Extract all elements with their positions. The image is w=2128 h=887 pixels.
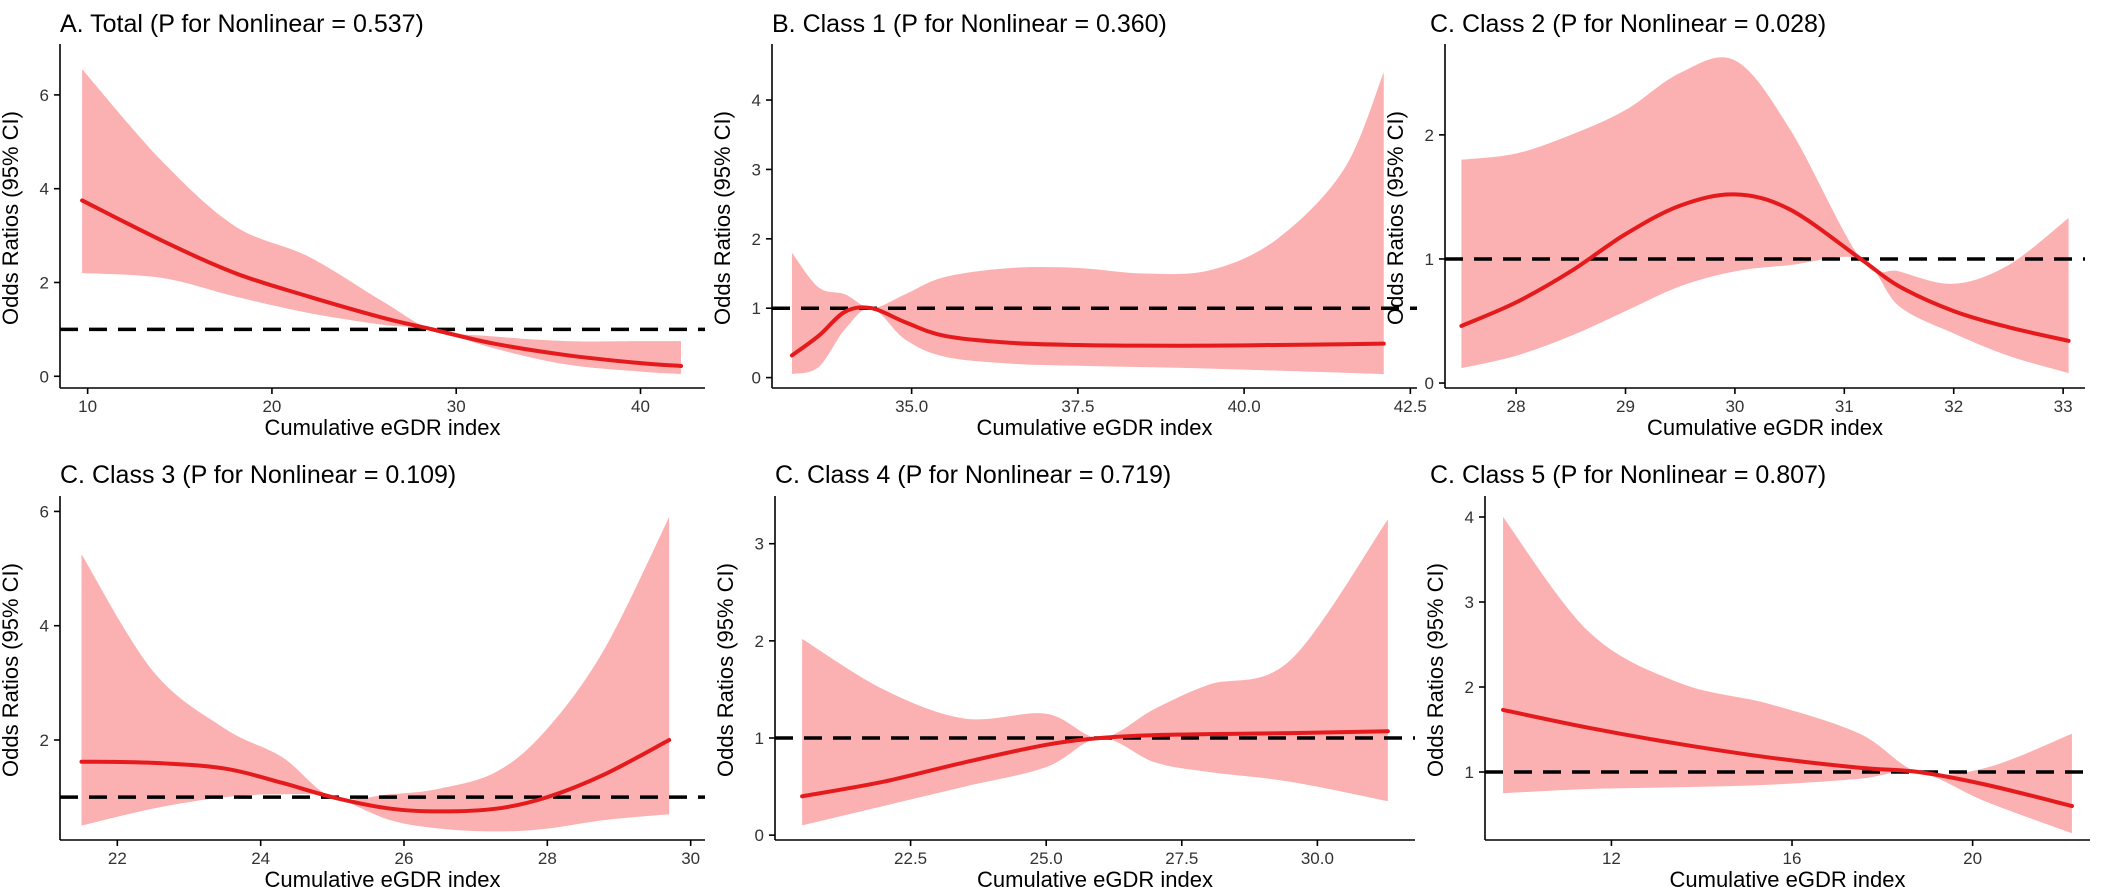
y-tick-label: 2 [755, 632, 764, 651]
x-tick-label: 16 [1783, 849, 1802, 868]
x-tick-label: 30 [681, 849, 700, 868]
y-tick-label: 2 [1465, 678, 1474, 697]
y-tick-label: 0 [40, 367, 49, 386]
x-tick-label: 28 [538, 849, 557, 868]
x-tick-label: 10 [78, 397, 97, 416]
x-tick-label: 20 [1963, 849, 1982, 868]
x-tick-label: 32 [1944, 397, 1963, 416]
x-tick-label: 30 [1725, 397, 1744, 416]
y-axis-label: Odds Ratios (95% CI) [1423, 563, 1448, 777]
odds-ratio-curve [789, 305, 1386, 358]
y-axis-label: Odds Ratios (95% CI) [0, 111, 23, 325]
y-tick-label: 3 [1465, 593, 1474, 612]
x-tick-label: 30 [447, 397, 466, 416]
ci-ribbon [1461, 57, 2069, 374]
y-tick-label: 1 [752, 299, 761, 318]
y-tick-label: 2 [1425, 126, 1434, 145]
ci-ribbon [81, 517, 670, 832]
x-axis-label: Cumulative eGDR index [977, 867, 1213, 887]
y-axis-label: Odds Ratios (95% CI) [713, 563, 738, 777]
odds-ratio-curve [1459, 192, 2071, 343]
panel-2: B. Class 1 (P for Nonlinear = 0.360) 35.0… [710, 10, 1427, 440]
y-tick-label: 2 [40, 731, 49, 750]
x-tick-label: 40.0 [1228, 397, 1261, 416]
x-tick-label: 40 [631, 397, 650, 416]
x-tick-label: 37.5 [1061, 397, 1094, 416]
y-tick-label: 2 [40, 273, 49, 292]
x-tick-label: 25.0 [1030, 849, 1063, 868]
y-tick-label: 0 [1425, 374, 1434, 393]
x-tick-label: 31 [1835, 397, 1854, 416]
x-axis-label: Cumulative eGDR index [1647, 415, 1883, 440]
panel-title: C. Class 2 (P for Nonlinear = 0.028) [1430, 10, 1826, 38]
x-tick-label: 20 [262, 397, 281, 416]
odds-ratio-curve [80, 198, 684, 368]
y-axis-label: Odds Ratios (95% CI) [710, 111, 735, 325]
y-tick-label: 1 [1465, 763, 1474, 782]
panel-4: C. Class 3 (P for Nonlinear = 0.109)22 24… [0, 461, 705, 887]
y-tick-label: 0 [752, 369, 761, 388]
y-tick-label: 4 [40, 180, 49, 199]
panel-title: B. Class 1 (P for Nonlinear = 0.360) [772, 10, 1167, 38]
panel-5: C. Class 4 (P for Nonlinear = 0.719) 22.5… [713, 461, 1415, 887]
odds-ratio-curve [79, 738, 672, 814]
ci-ribbon [802, 519, 1388, 826]
y-axis-label: Odds Ratios (95% CI) [1383, 111, 1408, 325]
panel-1: A. Total (P for Nonlinear = 0.537)10 20 30… [0, 10, 705, 440]
x-tick-label: 28 [1507, 397, 1526, 416]
x-tick-label: 29 [1616, 397, 1635, 416]
y-tick-label: 6 [40, 502, 49, 521]
panel-title: C. Class 5 (P for Nonlinear = 0.807) [1430, 461, 1826, 489]
y-tick-label: 3 [755, 535, 764, 554]
y-axis-label: Odds Ratios (95% CI) [0, 563, 23, 777]
odds-ratio-curve [800, 729, 1390, 799]
y-tick-label: 0 [755, 826, 764, 845]
y-tick-label: 4 [752, 91, 761, 110]
y-tick-label: 1 [755, 729, 764, 748]
y-tick-label: 2 [752, 230, 761, 249]
ci-ribbon [791, 72, 1384, 375]
panel-title: C. Class 4 (P for Nonlinear = 0.719) [775, 461, 1171, 489]
x-tick-label: 42.5 [1394, 397, 1427, 416]
x-tick-label: 35.0 [895, 397, 928, 416]
odds-ratio-curve [1501, 707, 2074, 808]
x-tick-label: 12 [1602, 849, 1621, 868]
x-tick-label: 27.5 [1165, 849, 1198, 868]
x-tick-label: 22.5 [894, 849, 927, 868]
panel-6: C. Class 5 (P for Nonlinear = 0.807)12 16… [1423, 461, 2090, 887]
x-tick-label: 30.0 [1301, 849, 1334, 868]
x-axis-label: Cumulative eGDR index [1670, 867, 1906, 887]
ci-ribbon [82, 69, 682, 374]
panel-3: C. Class 2 (P for Nonlinear = 0.028) 28 29… [1383, 10, 2085, 440]
panel-title: A. Total (P for Nonlinear = 0.537) [60, 10, 424, 38]
panel-title: C. Class 3 (P for Nonlinear = 0.109) [60, 461, 456, 489]
x-tick-label: 26 [395, 849, 414, 868]
y-tick-label: 1 [1425, 250, 1434, 269]
x-axis-label: Cumulative eGDR index [977, 415, 1213, 440]
x-tick-label: 33 [2054, 397, 2073, 416]
y-tick-label: 6 [40, 86, 49, 105]
y-tick-label: 4 [40, 617, 49, 636]
ci-ribbon [1503, 517, 2072, 834]
x-axis-label: Cumulative eGDR index [265, 415, 501, 440]
x-tick-label: 24 [251, 849, 270, 868]
y-tick-label: 3 [752, 160, 761, 179]
y-tick-label: 4 [1465, 508, 1474, 527]
x-tick-label: 22 [108, 849, 127, 868]
x-axis-label: Cumulative eGDR index [265, 867, 501, 887]
